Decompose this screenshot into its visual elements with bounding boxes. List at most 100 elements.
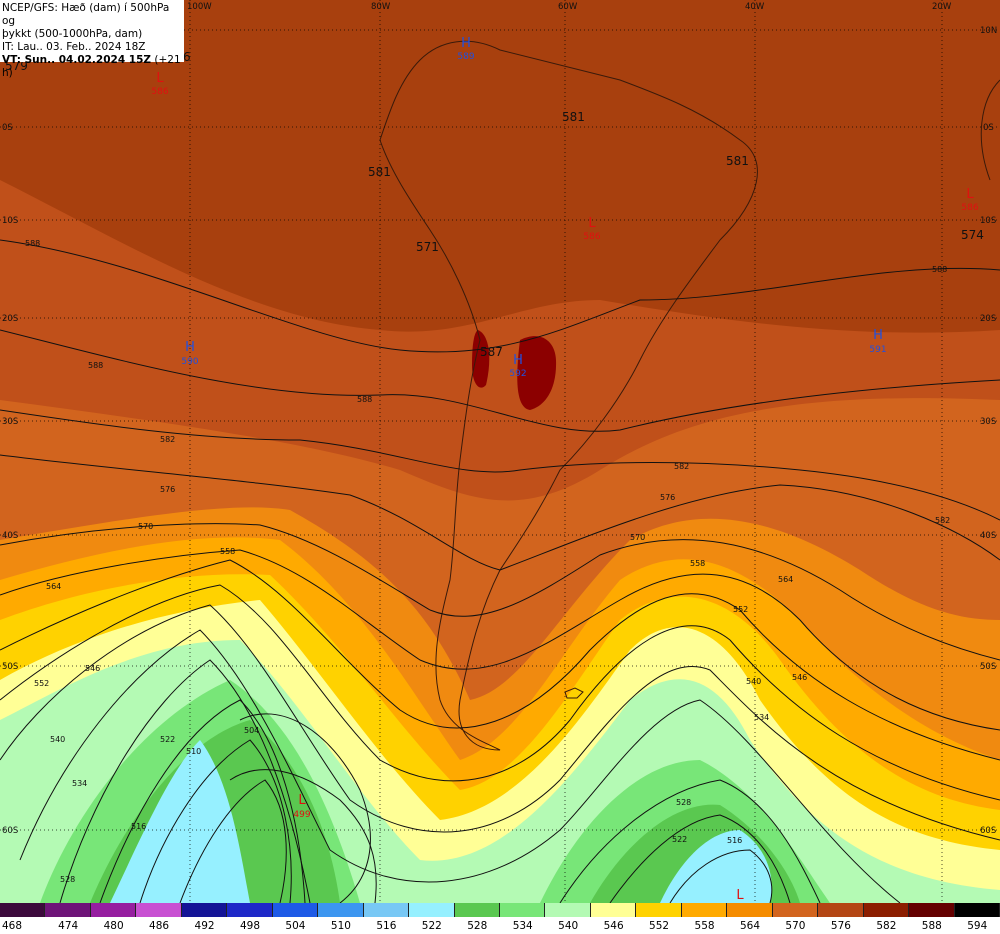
thickness-label: 581	[726, 154, 749, 168]
center-value: 499	[293, 810, 310, 820]
legend-label: 594	[967, 920, 988, 932]
legend-label: 588	[921, 920, 942, 932]
map-info-box: NCEP/GFS: Hæð (dam) í 500hPa og þykkt (5…	[0, 0, 184, 79]
legend-color-bar	[0, 903, 1000, 917]
contour-528	[99, 699, 306, 903]
legend-swatch	[909, 903, 955, 917]
color-legend: 468 474 480 486 492 498 504 510 516 522 528 534 540 5…	[0, 903, 1000, 934]
lat-label-right: 60S	[980, 826, 996, 836]
title-line-1: NCEP/GFS: Hæð (dam) í 500hPa og	[2, 2, 170, 27]
valid-time: VT: Sun.. 04.02.2024 15Z (+21 h)	[2, 54, 184, 80]
lat-label-right: 40S	[980, 531, 996, 541]
contour-label: 528	[676, 798, 691, 807]
low-center: L 499	[293, 793, 310, 820]
weather-map: 588 588 588 582 576 570 564 558 552 546 …	[0, 0, 1000, 903]
lat-label-left: 10S	[2, 216, 18, 226]
legend-labels: 468 474 480 486 492 498 504 510 516 522 528 534 540 5…	[0, 920, 1000, 934]
lon-label: 40W	[745, 2, 765, 12]
legend-swatch	[772, 903, 819, 917]
legend-swatch	[954, 903, 1000, 917]
lat-label-left: 30S	[2, 417, 18, 427]
legend-label: 480	[103, 920, 124, 932]
contour-label: 504	[244, 726, 259, 735]
legend-label: 522	[421, 920, 442, 932]
lon-label: 80W	[371, 2, 391, 12]
height-contours	[0, 239, 1000, 903]
lat-lon-grid	[0, 0, 1000, 903]
thickness-label: 571	[416, 240, 439, 254]
contour-label: 588	[25, 239, 40, 248]
thickness-522-band-east	[660, 830, 772, 903]
thickness-labels: 579 6 581 581 581 571 587 574	[5, 50, 984, 359]
low-letter: L	[298, 793, 306, 808]
thickness-label: 574	[961, 228, 984, 242]
lat-label-left: 0S	[2, 123, 13, 133]
lat-label-left: 40S	[2, 531, 18, 541]
legend-swatch	[863, 903, 910, 917]
thickness-label: 6	[183, 50, 191, 64]
contour-534-east	[559, 779, 821, 903]
contour-576	[0, 454, 1000, 571]
contour-label: 570	[138, 522, 153, 531]
legend-label: 540	[558, 920, 579, 932]
contour-label: 576	[660, 493, 675, 502]
contour-582	[0, 409, 1000, 521]
contour-588-mid	[0, 329, 1000, 432]
legend-swatch	[90, 903, 137, 917]
lat-label-right: 20S	[980, 314, 996, 324]
legend-label: 564	[739, 920, 761, 932]
contour-label: 534	[72, 779, 87, 788]
lat-label-right: 10S	[980, 216, 996, 226]
contour-labels: 588 588 588 582 576 570 564 558 552 546 …	[25, 239, 950, 884]
legend-swatch	[636, 903, 682, 917]
low-letter: L	[156, 71, 164, 86]
lat-label-left: 50S	[2, 662, 18, 672]
contour-504	[239, 713, 371, 903]
legend-label: 528	[467, 920, 488, 932]
contour-label: 510	[186, 747, 201, 756]
contour-label: 588	[932, 265, 947, 274]
high-letter: H	[461, 36, 471, 51]
center-value: 591	[869, 345, 886, 355]
contour-label: 588	[88, 361, 103, 370]
lat-label-right: 10N	[980, 26, 997, 36]
legend-label: 468	[1, 920, 23, 932]
contour-510	[229, 769, 377, 903]
contour-546	[0, 604, 1000, 841]
high-letter: H	[873, 328, 883, 343]
high-center: H 591	[869, 328, 886, 355]
lat-label-right: 0S	[983, 123, 994, 133]
axis-labels: 100W 80W 60W 40W 20W 0S 10S 20S 30S 40S …	[2, 2, 997, 836]
legend-swatch	[818, 903, 864, 917]
low-letter: L	[736, 888, 744, 903]
legend-swatch	[454, 903, 500, 917]
legend-swatch	[0, 903, 46, 917]
contour-558	[0, 559, 1000, 761]
contour-522	[139, 739, 292, 903]
contour-label: 540	[50, 735, 65, 744]
contour-588-north	[0, 239, 1000, 353]
contour-label: 564	[46, 582, 61, 591]
legend-label: 558	[694, 920, 715, 932]
lon-label: 100W	[187, 2, 212, 12]
contour-516	[179, 779, 287, 903]
falklands	[564, 687, 584, 699]
thickness-587-spot-west	[472, 330, 490, 388]
contour-552	[0, 584, 1000, 801]
contour-540	[19, 629, 901, 903]
legend-swatch	[227, 903, 273, 917]
legend-label: 498	[239, 920, 261, 932]
contour-label: 516	[727, 836, 742, 845]
africa-coast-hint	[980, 79, 1000, 181]
contour-570	[0, 523, 1000, 661]
contour-label: 570	[630, 533, 645, 542]
legend-label: 546	[603, 920, 624, 932]
contour-label: 564	[778, 575, 793, 584]
legend-swatch	[409, 903, 455, 917]
contour-label: 534	[754, 713, 769, 722]
low-center: L	[736, 888, 744, 903]
